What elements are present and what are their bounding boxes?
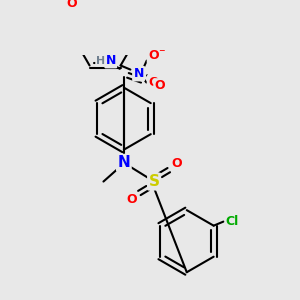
Text: O: O <box>154 80 165 92</box>
Text: O: O <box>66 0 77 10</box>
Text: N: N <box>134 67 144 80</box>
Text: O: O <box>126 193 136 206</box>
Text: H: H <box>96 56 106 66</box>
Text: N: N <box>106 54 116 67</box>
Text: O: O <box>148 49 159 62</box>
Text: O: O <box>148 76 159 89</box>
Text: N: N <box>118 155 130 170</box>
Text: ⁻: ⁻ <box>158 47 165 61</box>
Text: Cl: Cl <box>226 215 239 228</box>
Text: O: O <box>172 157 182 170</box>
Text: S: S <box>148 174 160 189</box>
